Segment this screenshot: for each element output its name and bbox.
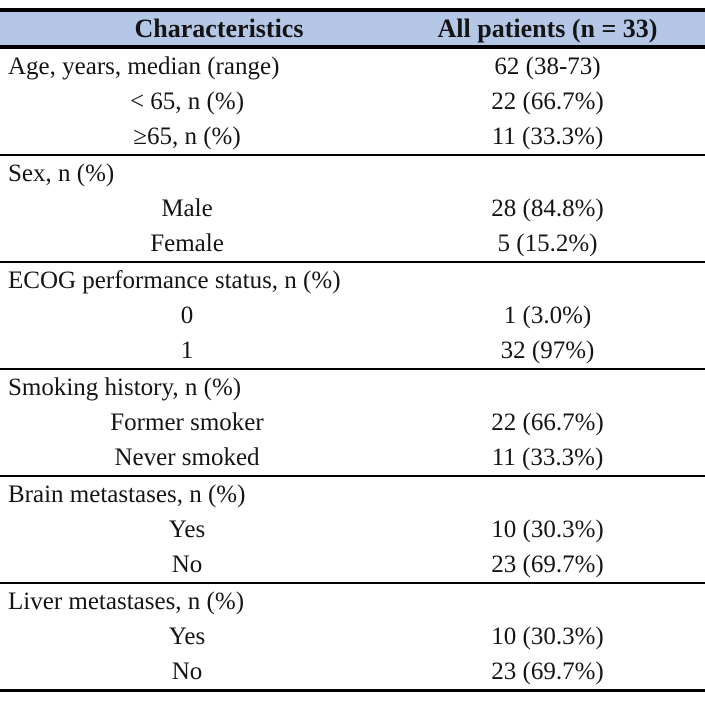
row-label-text: < 65, n (%)	[129, 88, 245, 115]
row-value	[390, 156, 705, 191]
table-row: Female 5 (15.2%)	[0, 226, 705, 261]
table-row: < 65, n (%) 22 (66.7%)	[0, 84, 705, 119]
row-value	[390, 584, 705, 619]
row-value	[390, 263, 705, 298]
row-label: Never smoked	[0, 440, 390, 475]
table-row: Sex, n (%)	[0, 154, 705, 191]
row-label-text: Liver metastases, n (%)	[8, 588, 245, 615]
row-value: 1 (3.0%)	[503, 302, 592, 329]
row-label: No	[0, 654, 390, 689]
table-row: Smoking history, n (%)	[0, 368, 705, 405]
row-label-text: Sex, n (%)	[8, 160, 115, 187]
row-label: 1	[0, 333, 390, 368]
row-label: 0	[0, 298, 390, 333]
table-row: 1 32 (97%)	[0, 333, 705, 368]
row-value: 22 (66.7%)	[491, 88, 604, 115]
row-label-text: Former smoker	[110, 409, 264, 436]
row-label-text: Never smoked	[114, 444, 260, 471]
row-value: 62 (38-73)	[494, 53, 601, 80]
row-label: Yes	[0, 619, 390, 654]
column-header-characteristics: Characteristics	[0, 14, 390, 44]
row-value: 23 (69.7%)	[491, 551, 604, 578]
row-label-text: ECOG performance status, n (%)	[8, 267, 341, 294]
row-label: Smoking history, n (%)	[0, 370, 390, 405]
row-label-text: Brain metastases, n (%)	[8, 481, 246, 508]
table-row: Age, years, median (range) 62 (38-73)	[0, 49, 705, 84]
row-label-text: Male	[161, 195, 213, 222]
row-value: 28 (84.8%)	[491, 195, 604, 222]
table-row: Liver metastases, n (%)	[0, 582, 705, 619]
row-value: 11 (33.3%)	[491, 444, 604, 471]
row-label-text: 1	[180, 337, 194, 364]
row-label-text: Yes	[168, 623, 206, 650]
row-value: 11 (33.3%)	[491, 123, 604, 150]
row-value: 32 (97%)	[500, 337, 595, 364]
row-label: ≥65, n (%)	[0, 119, 390, 154]
row-value: 10 (30.3%)	[491, 623, 604, 650]
row-label: No	[0, 547, 390, 582]
row-label-text: Female	[150, 230, 224, 257]
table-row: 0 1 (3.0%)	[0, 298, 705, 333]
table-row: ≥65, n (%) 11 (33.3%)	[0, 119, 705, 154]
table-row: Brain metastases, n (%)	[0, 475, 705, 512]
table-figure: Characteristics All patients (n = 33) Ag…	[0, 8, 705, 692]
table-row: Never smoked 11 (33.3%)	[0, 440, 705, 475]
table-row: Yes 10 (30.3%)	[0, 619, 705, 654]
row-value	[390, 477, 705, 512]
row-value: 10 (30.3%)	[491, 516, 604, 543]
row-label-text: Smoking history, n (%)	[8, 374, 242, 401]
table-body: Age, years, median (range) 62 (38-73) < 65…	[0, 49, 705, 689]
row-label: Brain metastases, n (%)	[0, 477, 390, 512]
column-header-characteristics-text: Characteristics	[134, 13, 304, 43]
row-label: Yes	[0, 512, 390, 547]
column-header-all-patients-text: All patients (n = 33)	[437, 13, 658, 43]
table-row: No 23 (69.7%)	[0, 547, 705, 582]
column-header-all-patients: All patients (n = 33)	[390, 14, 705, 44]
row-label: Age, years, median (range)	[0, 49, 390, 84]
row-label: < 65, n (%)	[0, 84, 390, 119]
row-value: 22 (66.7%)	[491, 409, 604, 436]
table-row: Male 28 (84.8%)	[0, 191, 705, 226]
row-value	[390, 370, 705, 405]
table-row: Yes 10 (30.3%)	[0, 512, 705, 547]
table-header-row: Characteristics All patients (n = 33)	[0, 12, 705, 49]
row-label-text: Yes	[168, 516, 206, 543]
row-value: 5 (15.2%)	[497, 230, 598, 257]
table-row: No 23 (69.7%)	[0, 654, 705, 689]
row-label: Liver metastases, n (%)	[0, 584, 390, 619]
row-label: Female	[0, 226, 390, 261]
row-label-text: Age, years, median (range)	[8, 53, 280, 80]
row-label: Sex, n (%)	[0, 156, 390, 191]
row-label-text: 0	[180, 302, 194, 329]
row-label: Former smoker	[0, 405, 390, 440]
row-label: Male	[0, 191, 390, 226]
row-label-text: No	[171, 658, 203, 685]
row-label: ECOG performance status, n (%)	[0, 263, 390, 298]
table-row: ECOG performance status, n (%)	[0, 261, 705, 298]
row-value: 23 (69.7%)	[491, 658, 604, 685]
row-label-text: No	[171, 551, 203, 578]
patient-characteristics-table: Characteristics All patients (n = 33) Ag…	[0, 8, 705, 692]
row-label-text: ≥65, n (%)	[133, 123, 241, 150]
table-row: Former smoker 22 (66.7%)	[0, 405, 705, 440]
